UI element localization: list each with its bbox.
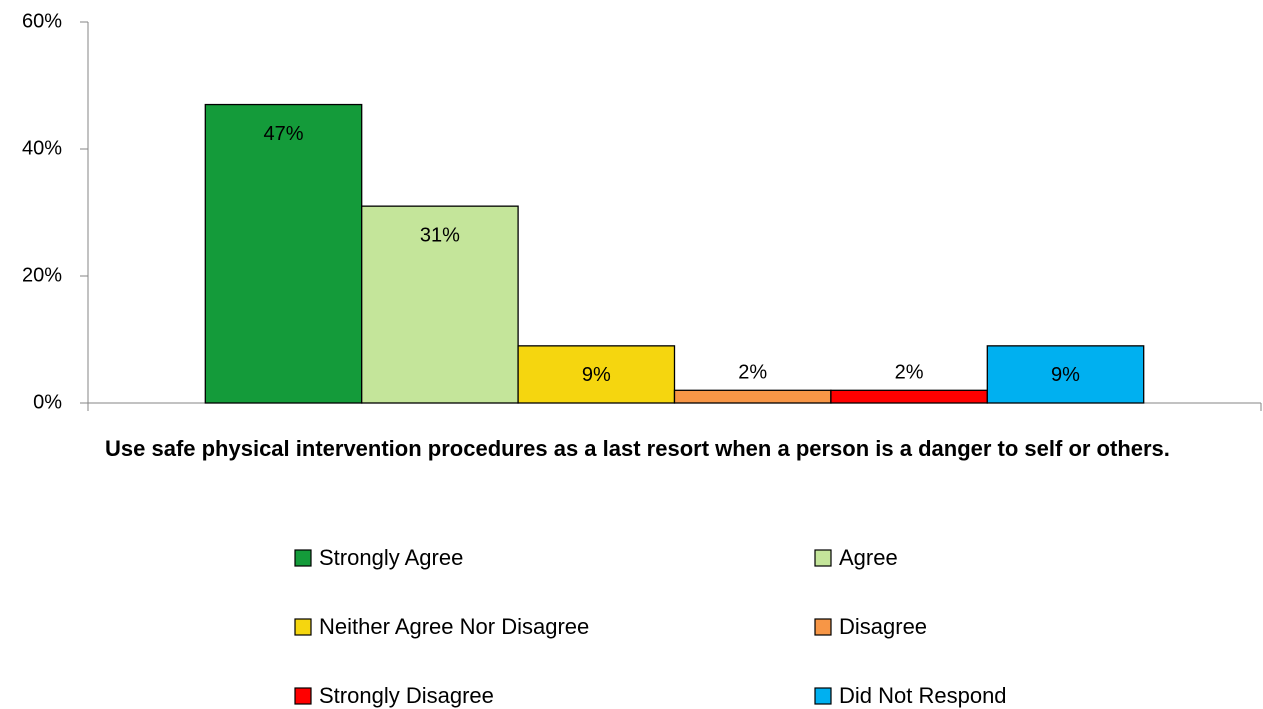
data-label: 2% — [895, 362, 924, 384]
legend-label: Did Not Respond — [839, 683, 1007, 708]
legend-label: Disagree — [839, 614, 927, 639]
legend-swatch — [294, 618, 312, 636]
legend-swatch — [814, 618, 832, 636]
legend-label: Neither Agree Nor Disagree — [319, 614, 589, 639]
bar — [673, 389, 832, 404]
y-tick-label: 20% — [22, 264, 62, 286]
bar — [830, 389, 988, 404]
legend-swatch — [814, 549, 832, 567]
legend-label: Strongly Disagree — [319, 683, 494, 708]
legend-label: Strongly Agree — [319, 545, 463, 570]
data-label: 31% — [420, 224, 460, 246]
data-label: 2% — [738, 362, 767, 384]
data-label: 9% — [582, 364, 611, 386]
data-label: 47% — [263, 123, 303, 145]
category-label: Use safe physical intervention procedure… — [105, 436, 1170, 461]
legend-swatch — [294, 687, 312, 705]
legend-label: Agree — [839, 545, 898, 570]
data-label: 9% — [1051, 364, 1080, 386]
y-tick-label: 40% — [22, 137, 62, 159]
legend-swatch — [294, 549, 312, 567]
bar — [517, 345, 676, 404]
y-tick-label: 60% — [22, 10, 62, 32]
y-tick-label: 0% — [33, 391, 62, 413]
bar — [361, 205, 519, 404]
legend-swatch — [814, 687, 832, 705]
bar — [204, 103, 363, 404]
bar — [986, 345, 1145, 404]
